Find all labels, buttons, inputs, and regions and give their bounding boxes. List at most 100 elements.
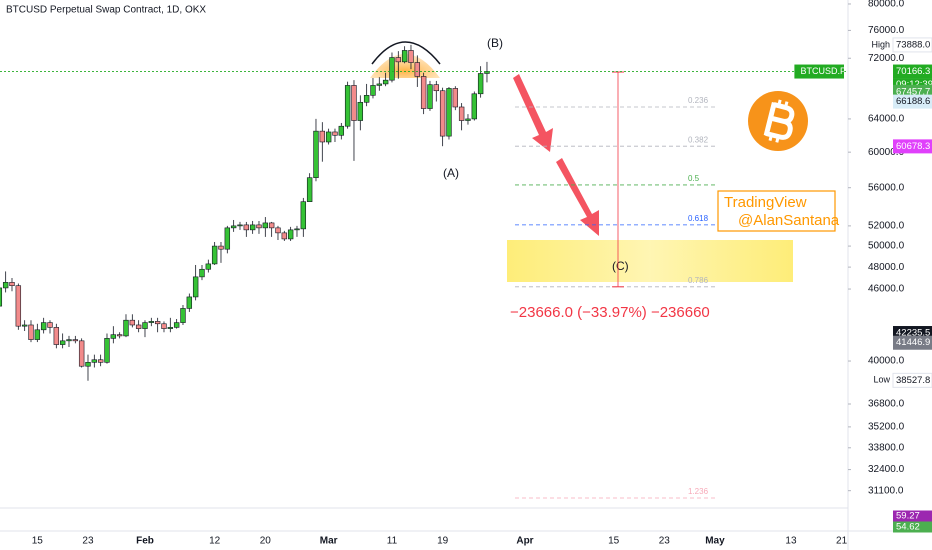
candle-body <box>433 84 440 92</box>
x-tick-label: 23 <box>82 536 94 547</box>
fib-label: 1.236 <box>688 487 709 496</box>
candle-body <box>370 85 376 96</box>
fib-label: 0.382 <box>688 135 709 144</box>
fib-label: 0.618 <box>688 214 709 223</box>
price-label: 60678.3 <box>896 141 930 152</box>
price-label: 73888.0 <box>896 39 930 50</box>
fib-label: 0.786 <box>688 276 709 285</box>
x-tick-label: 21 <box>836 536 848 547</box>
x-tick-label: Feb <box>136 536 154 547</box>
candle-body <box>199 268 205 278</box>
candle-body <box>59 340 66 345</box>
x-tick-label: 13 <box>785 536 797 547</box>
candle-body <box>91 359 98 363</box>
candle-body <box>471 93 478 120</box>
candle-body <box>484 71 490 74</box>
candle-body <box>351 85 357 121</box>
price-label-box <box>893 335 932 350</box>
candle-body <box>382 79 389 85</box>
rsi-label: 54.62 <box>896 522 920 533</box>
candle-body <box>40 322 47 331</box>
candle-body <box>249 224 256 231</box>
candle-body <box>452 88 459 108</box>
annotation: (B) <box>487 36 503 50</box>
candle-body <box>0 287 3 307</box>
fib-label: 0.236 <box>688 96 709 105</box>
candle-body <box>376 83 383 86</box>
candle-body <box>389 57 395 81</box>
candle-body <box>148 321 155 323</box>
arrow <box>513 74 553 152</box>
y-tick-label: 64000.0 <box>868 114 905 125</box>
y-tick-label: 36800.0 <box>868 399 905 410</box>
price-label-box <box>893 94 932 109</box>
annotation: (A) <box>443 166 459 180</box>
y-tick-label: 46000.0 <box>868 284 905 295</box>
y-tick-label: 80000.0 <box>868 0 905 10</box>
candle-body <box>224 227 231 250</box>
top-arc <box>371 41 441 65</box>
candle-body <box>218 245 224 250</box>
candle-body <box>313 130 319 178</box>
candle-body <box>300 201 307 230</box>
candle-body <box>325 131 332 143</box>
rsi-label: 59.27 <box>896 511 920 522</box>
candle-body <box>237 224 243 227</box>
candle-body <box>344 85 351 127</box>
candle-body <box>205 263 212 270</box>
x-tick-label: 11 <box>387 536 398 547</box>
candle-body <box>338 125 345 136</box>
candle-body <box>116 334 123 337</box>
candle-body <box>142 322 148 329</box>
watermark: @AlanSantana <box>738 212 840 229</box>
candle-body <box>167 327 174 329</box>
candle-body <box>15 285 22 327</box>
candle-body <box>275 227 281 234</box>
price-tag: Low <box>873 375 890 385</box>
candle-body <box>53 327 60 345</box>
fib-label: 0.5 <box>688 174 700 183</box>
candle-body <box>446 88 452 137</box>
x-tick-label: May <box>705 536 725 547</box>
candle-body <box>123 319 129 337</box>
price-label: 70166.3 <box>896 66 930 77</box>
candle-body <box>85 362 91 367</box>
arrow <box>556 158 599 236</box>
candle-body <box>104 338 110 363</box>
price-label: 38527.8 <box>896 375 930 386</box>
candle-body <box>243 224 250 231</box>
candle-body <box>230 225 237 229</box>
candle-body <box>256 224 262 229</box>
x-tick-label: 12 <box>209 536 221 547</box>
y-tick-label: 60000.0 <box>868 147 905 158</box>
candle-body <box>21 324 28 327</box>
candle-body <box>161 323 167 329</box>
price-label-box <box>892 372 932 388</box>
x-tick-label: 20 <box>260 536 272 547</box>
x-tick-label: 23 <box>659 536 671 547</box>
measure-label: −23666.0 (−33.97%) −236660 <box>510 304 710 321</box>
price-label-box <box>892 37 932 53</box>
candle-body <box>395 57 402 63</box>
candle-body <box>294 228 300 231</box>
y-tick-label: 56000.0 <box>868 182 905 193</box>
candle-body <box>363 95 370 103</box>
x-tick-label: Mar <box>320 536 338 547</box>
candle-body <box>332 131 338 136</box>
candle-body <box>439 90 446 137</box>
countdown: 09:12:39 <box>896 79 932 90</box>
y-tick-label: 32400.0 <box>868 464 905 475</box>
candle-body <box>420 76 427 109</box>
candle-body <box>78 340 85 367</box>
y-tick-label: 76000.0 <box>868 25 905 36</box>
candle-body <box>110 334 117 339</box>
y-tick-label: 52000.0 <box>868 221 905 232</box>
bitcoin-logo <box>748 91 808 151</box>
candle-body <box>192 276 199 298</box>
candle-body <box>173 322 180 328</box>
rsi-label-box <box>893 521 932 533</box>
candle-body <box>262 222 269 229</box>
candle-body <box>129 319 136 326</box>
candle-body <box>414 62 421 77</box>
